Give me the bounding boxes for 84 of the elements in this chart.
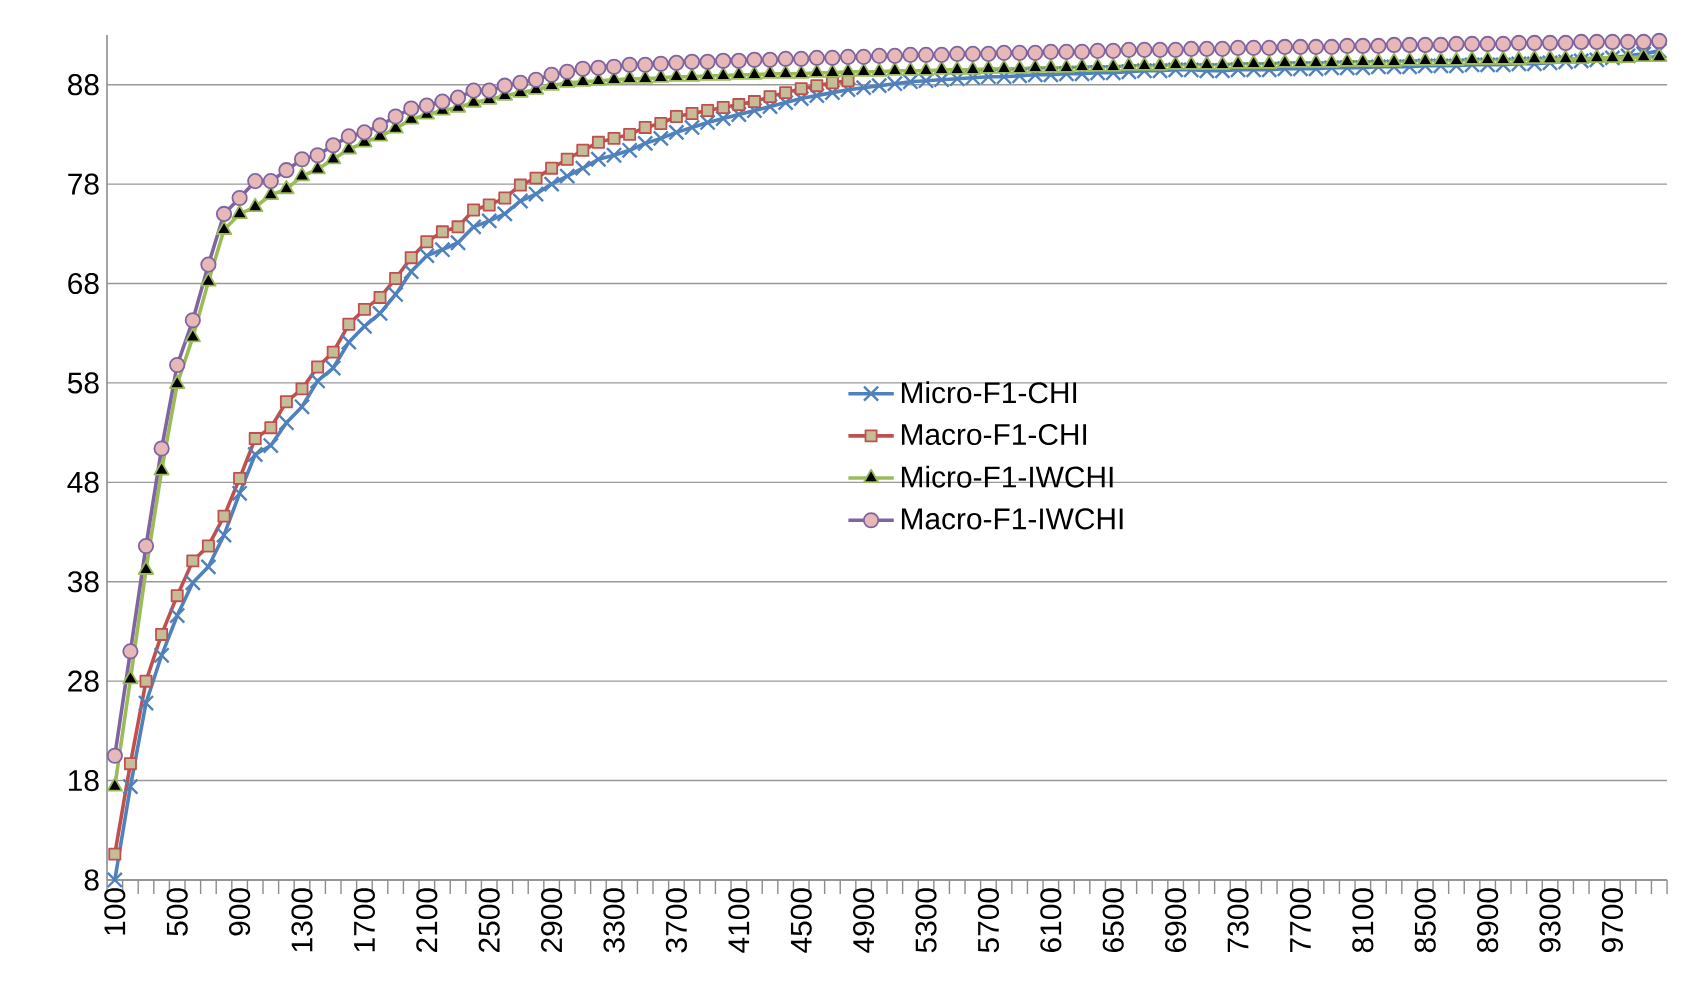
x-tick-label: 1700 xyxy=(353,888,375,952)
point xyxy=(311,360,325,374)
point xyxy=(529,171,543,185)
y-tick-label: 8 xyxy=(84,869,99,891)
point xyxy=(186,554,200,568)
point xyxy=(685,107,699,120)
x-tick-label: 4500 xyxy=(790,888,812,953)
x-tick-label: 100 xyxy=(104,888,126,935)
x-tick-label: 6100 xyxy=(1040,888,1062,952)
x-tick-label: 9700 xyxy=(1601,888,1624,953)
point xyxy=(123,757,137,771)
point xyxy=(217,509,231,523)
point xyxy=(139,674,153,688)
x-tick-label: 8500 xyxy=(1414,888,1436,953)
point xyxy=(654,116,668,130)
x-tick-label: 7700 xyxy=(1289,888,1311,952)
point xyxy=(201,539,215,553)
point xyxy=(420,235,434,249)
x-tick-label: 7300 xyxy=(1227,888,1249,952)
point xyxy=(389,272,403,286)
point xyxy=(279,395,293,409)
y-tick-label: 88 xyxy=(68,74,99,96)
point xyxy=(326,345,340,359)
point xyxy=(794,82,808,96)
y-tick-label: 18 xyxy=(69,769,99,792)
point xyxy=(357,302,371,316)
point xyxy=(560,152,574,166)
point xyxy=(295,382,309,396)
point xyxy=(638,120,652,134)
point xyxy=(248,432,262,446)
point xyxy=(763,90,777,104)
point xyxy=(576,143,590,157)
x-tick-label: 5700 xyxy=(977,888,999,953)
point xyxy=(591,135,605,149)
point xyxy=(732,98,746,112)
point xyxy=(607,131,621,145)
y-tick-label: 48 xyxy=(67,471,99,493)
x-tick-label: 8100 xyxy=(1352,888,1374,953)
x-tick-label: 4900 xyxy=(853,888,875,953)
point xyxy=(747,95,761,109)
y-tick-label: 28 xyxy=(68,670,99,692)
x-tick-label: 900 xyxy=(229,888,251,936)
x-tick-label: 8900 xyxy=(1477,888,1499,953)
point xyxy=(264,421,278,435)
x-tick-label: 6500 xyxy=(1102,888,1124,952)
point xyxy=(373,290,387,304)
point xyxy=(701,104,715,118)
point xyxy=(810,79,824,93)
point xyxy=(170,589,184,603)
point xyxy=(404,251,418,265)
point xyxy=(779,86,793,100)
point xyxy=(342,317,356,331)
point xyxy=(451,220,465,234)
point xyxy=(108,847,122,861)
x-tick-label: 1300 xyxy=(291,888,313,952)
x-tick-label: 2500 xyxy=(478,888,500,953)
point xyxy=(716,101,730,115)
x-tick-label: 500 xyxy=(166,888,188,936)
x-tick-label: 9300 xyxy=(1539,888,1561,953)
y-tick-label: 68 xyxy=(68,272,99,295)
y-tick-label: 58 xyxy=(67,372,99,394)
x-tick-label: 3700 xyxy=(665,888,687,953)
x-tick-label: 6900 xyxy=(1165,888,1187,952)
point xyxy=(482,198,496,212)
y-tick-label: 38 xyxy=(67,571,99,593)
point xyxy=(498,191,512,205)
x-tick-label: 5300 xyxy=(915,888,937,953)
point xyxy=(467,203,481,217)
point xyxy=(623,127,637,141)
x-tick-label: 3300 xyxy=(603,888,625,953)
point xyxy=(545,161,559,175)
x-tick-label: 2100 xyxy=(416,888,438,953)
legend-label: Macro-F1-CHI xyxy=(901,423,1087,446)
legend-label: Micro-F1-CHI xyxy=(901,381,1077,404)
point xyxy=(155,627,169,641)
point xyxy=(669,110,683,123)
point xyxy=(435,225,449,239)
legend-label: Macro-F1-IWCHI xyxy=(901,508,1123,530)
y-tick-label: 78 xyxy=(68,173,99,195)
legend-label: Micro-F1-IWCHI xyxy=(901,465,1113,488)
point xyxy=(513,178,527,192)
point xyxy=(233,471,247,485)
x-tick-label: 2900 xyxy=(541,888,563,953)
x-tick-label: 4100 xyxy=(728,888,750,953)
